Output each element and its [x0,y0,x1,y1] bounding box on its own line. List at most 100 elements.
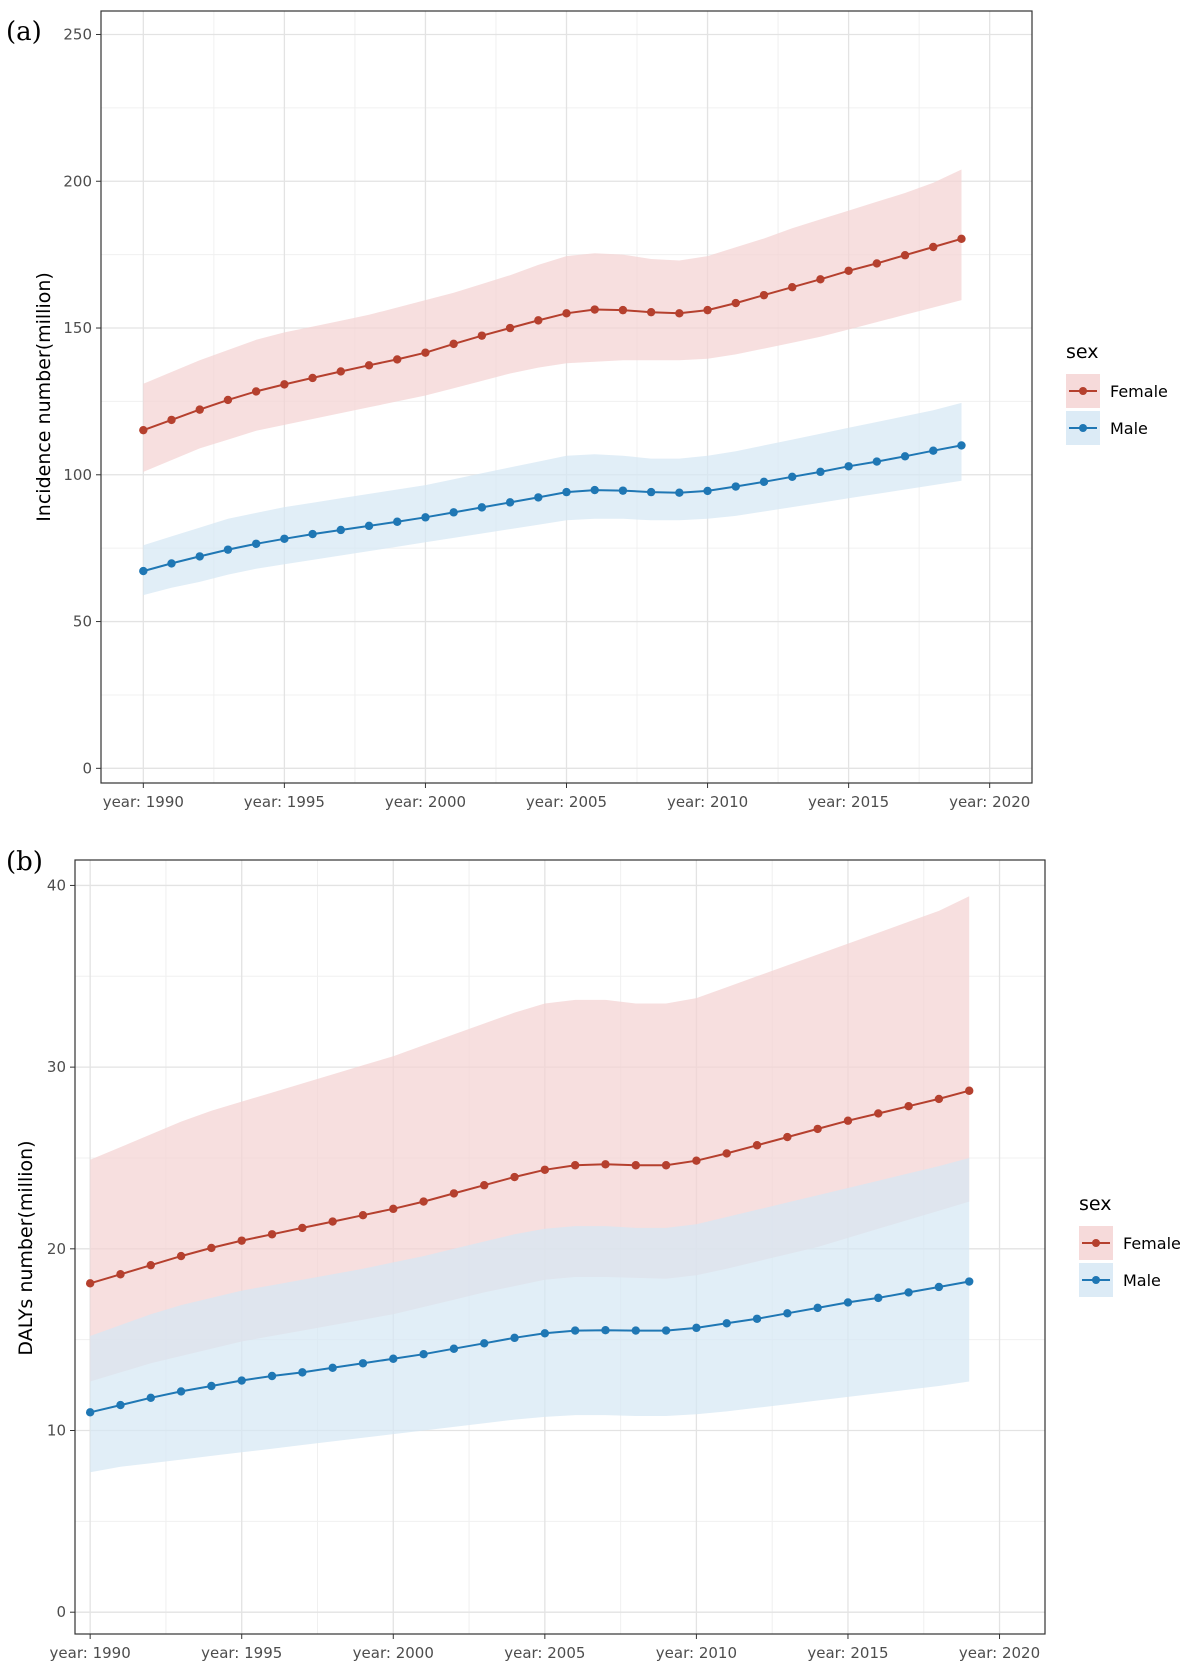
y-tick-label: 100 [63,466,92,484]
x-tick-label: year: 2000 [385,793,466,811]
point-male [195,552,204,561]
point-male [783,1309,792,1318]
point-male [167,559,176,568]
point-male [844,462,853,471]
point-male [787,472,797,482]
point-female [844,266,853,275]
legend-label-female: Female [1123,1234,1181,1253]
x-tick-label: year: 2020 [959,1644,1040,1662]
point-female [965,1086,974,1095]
y-tick-label: 30 [47,1058,66,1076]
x-tick-label: year: 1990 [103,793,184,811]
x-tick-label: year: 1995 [201,1644,282,1662]
series-lines-a [142,237,962,573]
y-tick-label: 10 [47,1422,66,1440]
point-male [957,441,966,450]
point-female [421,348,430,357]
point-female [195,405,204,414]
x-tick-label: year: 2015 [808,793,889,811]
point-male [237,1376,246,1385]
point-male [449,508,458,517]
point-male [280,534,289,543]
point-male [328,1363,337,1373]
point-male [251,539,261,548]
point-male [900,452,910,461]
legend-title-a: sex [1066,341,1099,363]
point-male [722,1319,731,1328]
point-male [843,1298,853,1307]
point-male [364,521,374,531]
point-female [590,305,599,314]
point-male [449,1344,459,1353]
data-points-a [139,234,966,576]
point-male [965,1277,974,1286]
legend-point-male [1092,1276,1100,1284]
point-female [900,251,910,260]
point-male [358,1359,368,1368]
point-male [336,525,346,535]
point-female [207,1243,216,1253]
line-female [89,1089,970,1285]
point-male [904,1288,913,1297]
legend-label-male: Male [1123,1271,1161,1290]
y-tick-label: 40 [47,876,66,894]
point-female [358,1211,368,1220]
series-lines-b [89,1089,970,1414]
point-female [929,242,938,252]
point-male [540,1329,550,1338]
y-tick-label: 20 [47,1240,66,1258]
point-female [449,339,458,349]
point-female [534,316,543,325]
line-male [143,444,962,573]
x-axis-b: year: 1990 year: 1995 year: 2000 year: 2005… [50,1634,1040,1662]
point-male [85,1408,95,1417]
x-tick-label: year: 2010 [667,793,748,811]
plot-border-b [74,859,1046,1635]
point-male [934,1282,944,1292]
point-female [722,1149,731,1158]
point-female [692,1156,701,1165]
point-female [759,290,769,300]
point-female [661,1161,671,1170]
point-female [510,1172,519,1182]
panel-label-b: (b) [6,847,43,877]
panel-a: (a) year: 1990 year: 1995 year: 2000 year: … [6,10,1168,811]
x-tick-label: year: 1995 [244,793,325,811]
legend-a: sex Female Male [1066,341,1168,445]
point-male [759,477,769,487]
point-female [631,1161,640,1170]
ribbons-a [143,169,962,596]
legend-label-male: Male [1110,419,1148,438]
point-male [816,467,825,477]
point-female [449,1189,459,1198]
point-male [601,1326,610,1335]
point-female [139,425,148,435]
point-female [646,307,656,317]
point-male [703,486,712,496]
point-female [167,415,176,425]
x-tick-label: year: 1990 [50,1644,131,1662]
x-tick-label: year: 2000 [353,1644,434,1662]
x-tick-label: year: 2005 [504,1644,585,1662]
ribbons-b [90,896,970,1473]
point-male [631,1326,640,1335]
y-axis-title-a: Incidence number(million) [33,272,55,522]
point-female [419,1197,428,1206]
x-tick-label: year: 2010 [656,1644,737,1662]
point-male [661,1326,671,1335]
point-male [223,545,233,554]
y-tick-label: 150 [63,319,92,337]
point-female [477,331,487,340]
y-tick-label: 50 [73,613,92,631]
point-male [116,1400,125,1410]
point-female [146,1260,155,1270]
point-male [393,517,402,526]
point-male [505,498,515,507]
y-tick-label: 0 [82,759,92,777]
data-points-b [85,1086,974,1417]
point-female [389,1204,398,1214]
point-female [280,380,289,389]
point-female [116,1270,125,1279]
x-tick-label: year: 2005 [526,793,607,811]
legend-point-female [1092,1239,1100,1247]
